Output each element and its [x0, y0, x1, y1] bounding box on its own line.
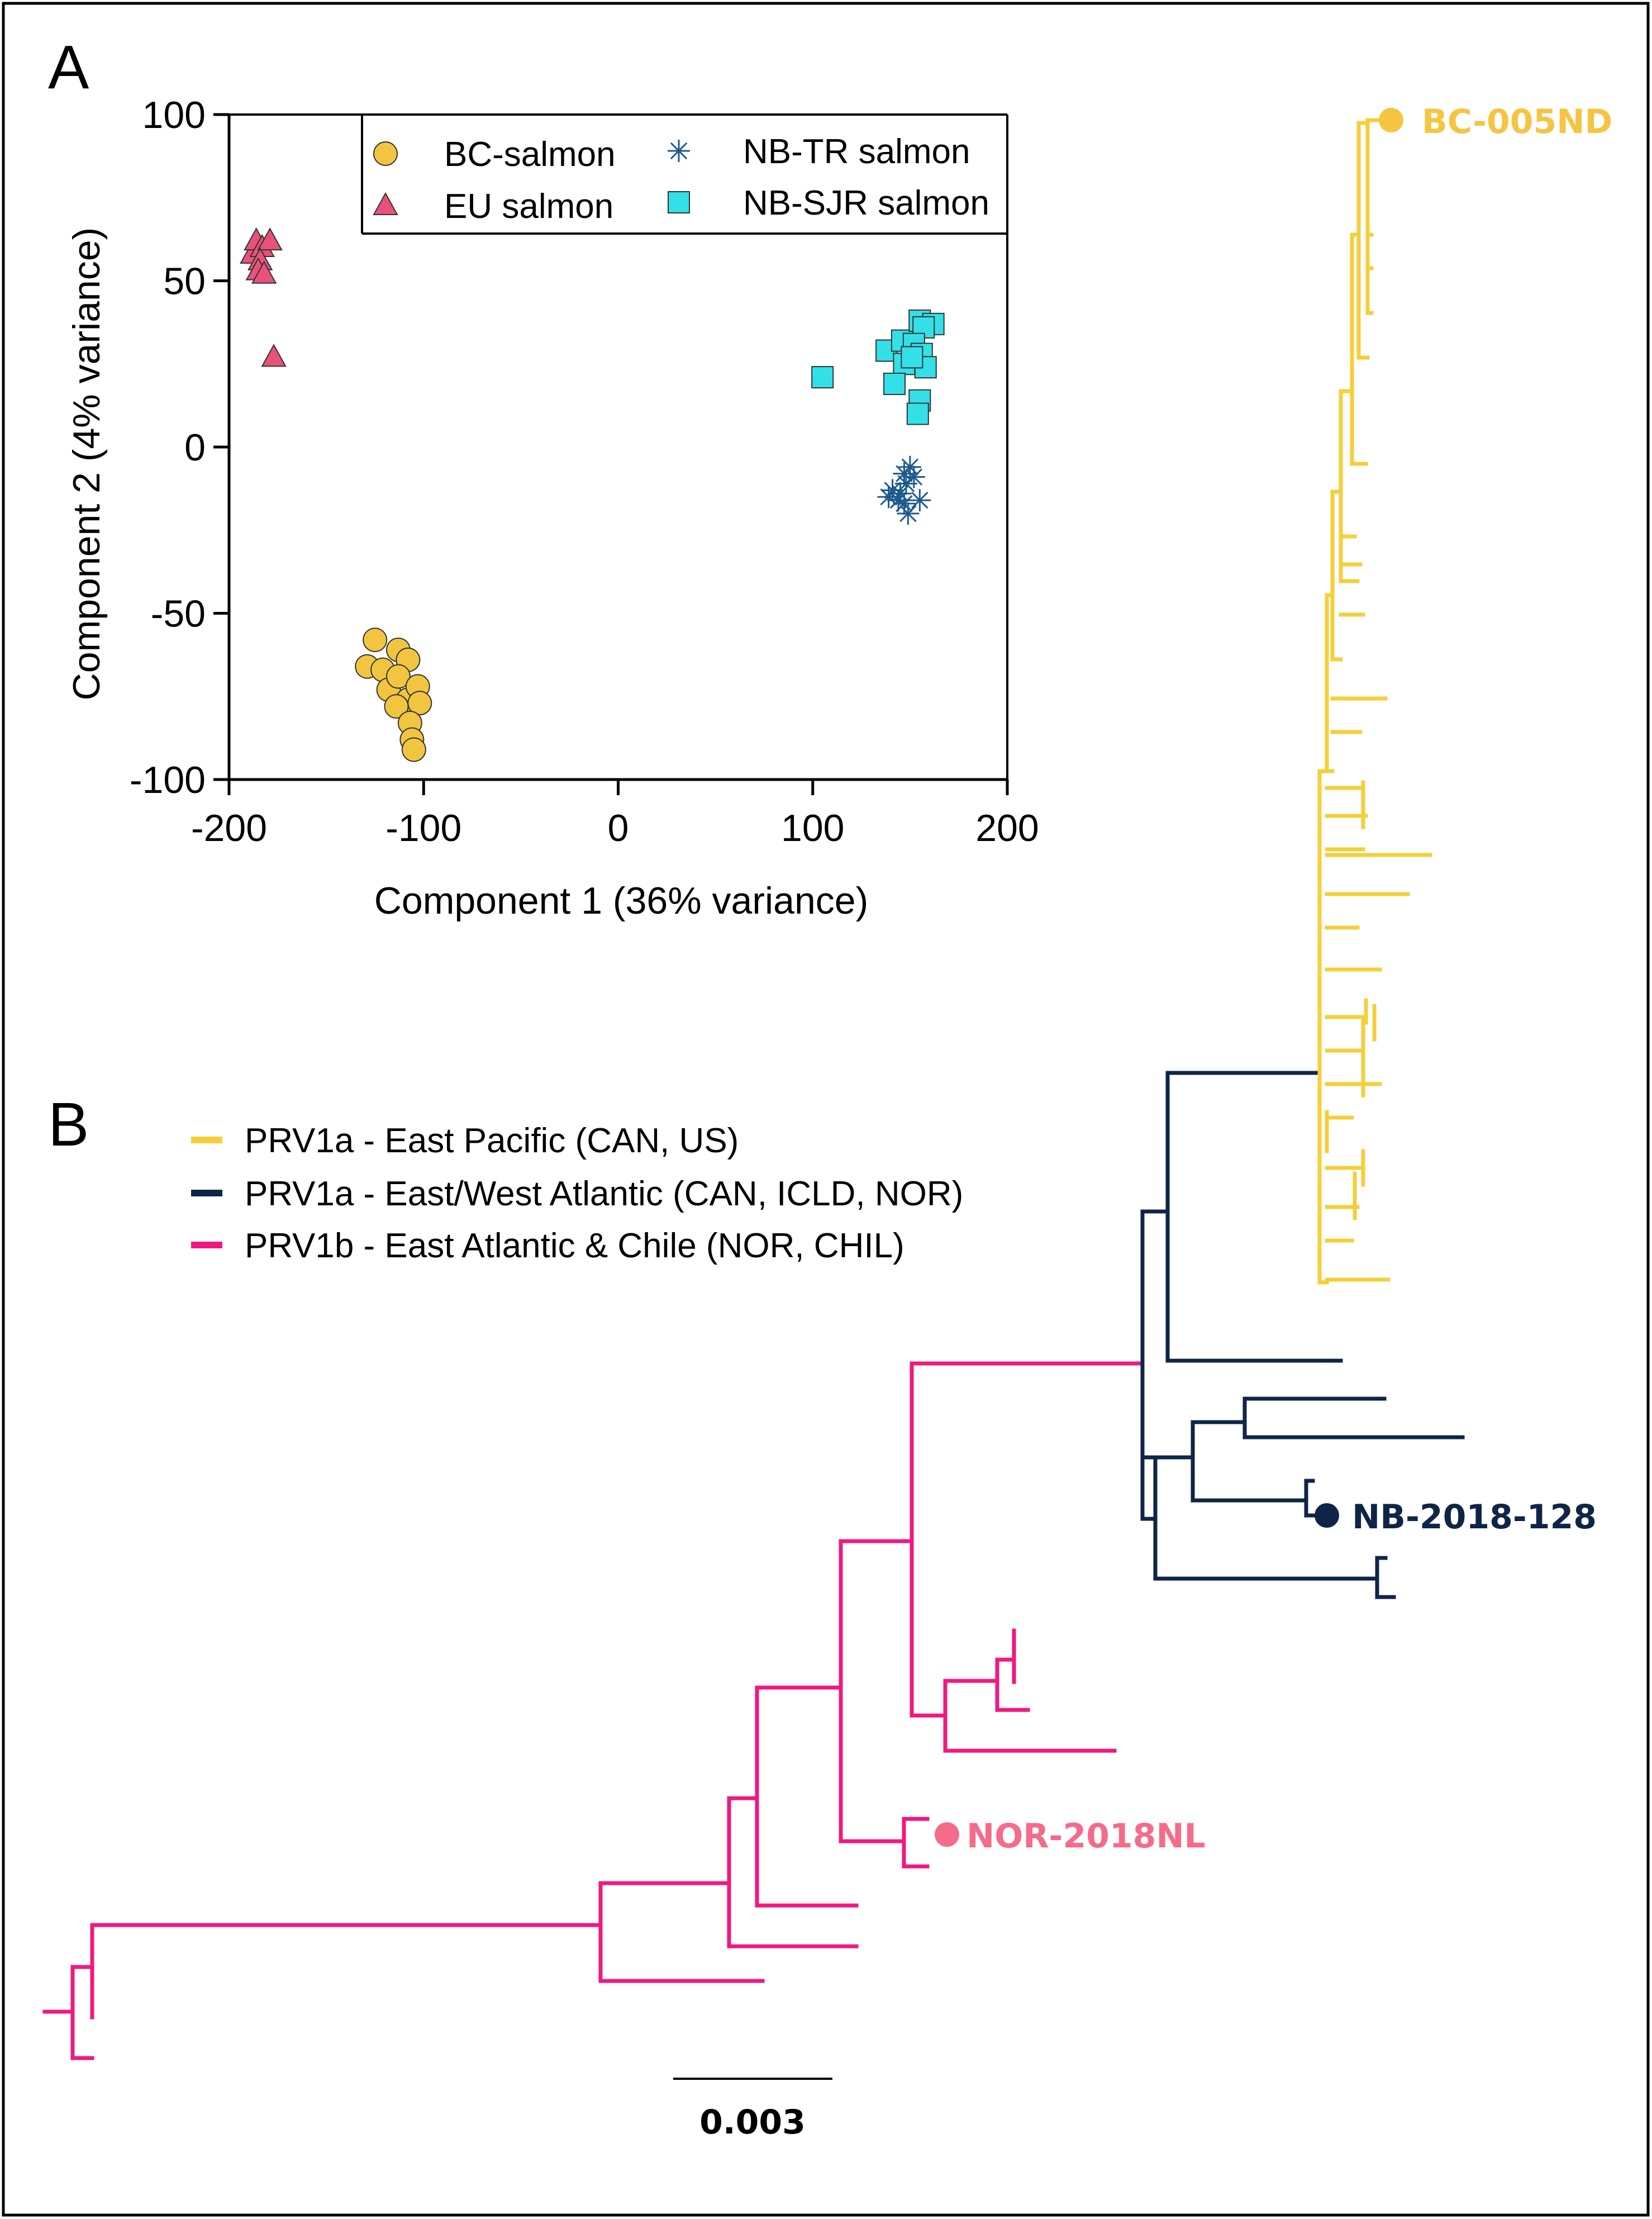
x-tick-label: -200	[191, 807, 267, 849]
legend-label-atlantic: PRV1a - East/West Atlantic (CAN, ICLD, N…	[245, 1175, 963, 1213]
y-tick-label: -50	[151, 593, 206, 635]
tip-label-nor-2018nl: NOR-2018NL	[967, 1817, 1206, 1856]
point-nb-tr-salmon	[887, 489, 910, 512]
panel-a-label: A	[48, 33, 89, 102]
legend-label-nb-sjr-salmon: NB-SJR salmon	[743, 184, 989, 222]
tip-marker-nor-2018nl	[935, 1822, 959, 1847]
tip-marker-nb-2018-128	[1315, 1503, 1339, 1528]
x-axis-label: Component 1 (36% variance)	[374, 880, 868, 922]
atlantic-clade-branches	[1140, 1071, 1465, 1599]
point-nb-sjr-salmon	[811, 366, 834, 389]
panel-b-label: B	[48, 1090, 89, 1159]
y-tick-label: 0	[184, 426, 206, 469]
point-eu-salmon	[251, 260, 277, 284]
pca-scatter-plot: -200 -100 0 100 200 -100 -50 0 50 100 Component 1…	[65, 94, 1039, 922]
y-tick-label: 100	[142, 94, 206, 136]
scatter-legend: BC-salmon NB-TR salmon EU salmon NB-SJR sal…	[361, 115, 1007, 235]
x-tick-label: 200	[975, 807, 1039, 849]
point-nb-tr-salmon	[897, 502, 920, 525]
tip-marker-bc-005nd	[1379, 108, 1403, 132]
tip-label-bc-005nd: BC-005ND	[1422, 102, 1612, 141]
legend-marker-nb-tr-salmon	[668, 140, 690, 162]
y-tick-label: -100	[130, 759, 206, 801]
point-nb-tr-salmon	[894, 472, 917, 495]
legend-label-nb-tr-salmon: NB-TR salmon	[743, 132, 970, 171]
point-nb-tr-salmon	[893, 492, 916, 515]
point-eu-salmon	[257, 227, 283, 251]
point-nb-sjr-salmon	[883, 372, 906, 395]
scatter-points	[240, 227, 945, 762]
x-tick-label: 100	[781, 807, 844, 849]
legend-label-eu-salmon: EU salmon	[444, 187, 613, 226]
tip-label-nb-2018-128: NB-2018-128	[1352, 1498, 1597, 1537]
tree-legend: PRV1a - East Pacific (CAN, US) PRV1a - E…	[191, 1122, 963, 1265]
legend-marker-bc-salmon	[373, 141, 398, 166]
prv1b-clade-branches	[42, 1361, 1145, 2060]
point-bc-salmon	[407, 691, 432, 716]
east-pacific-clade-branches	[1317, 118, 1432, 1285]
legend-label-prv1b: PRV1b - East Atlantic & Chile (NOR, CHIL…	[245, 1227, 904, 1265]
point-nb-tr-salmon	[908, 489, 931, 512]
point-bc-salmon	[363, 628, 388, 653]
y-tick-label: 50	[163, 260, 206, 303]
legend-label-east-pacific: PRV1a - East Pacific (CAN, US)	[245, 1122, 739, 1160]
point-bc-salmon	[385, 664, 411, 689]
point-nb-sjr-salmon	[901, 346, 923, 369]
legend-marker-nb-sjr-salmon	[668, 191, 690, 213]
point-eu-salmon	[261, 344, 287, 367]
point-bc-salmon	[401, 737, 426, 762]
axis-ticks: -200 -100 0 100 200 -100 -50 0 50 100	[130, 94, 1039, 849]
legend-label-bc-salmon: BC-salmon	[444, 135, 616, 174]
phylogenetic-tree: PRV1a - East Pacific (CAN, US) PRV1a - E…	[42, 102, 1612, 2142]
x-tick-label: 0	[608, 807, 629, 849]
y-axis-label: Component 2 (4% variance)	[65, 227, 108, 701]
scale-bar-label: 0.003	[699, 2103, 806, 2142]
x-tick-label: -100	[385, 807, 461, 849]
legend-marker-eu-salmon	[373, 192, 398, 215]
point-nb-sjr-salmon	[906, 402, 929, 425]
